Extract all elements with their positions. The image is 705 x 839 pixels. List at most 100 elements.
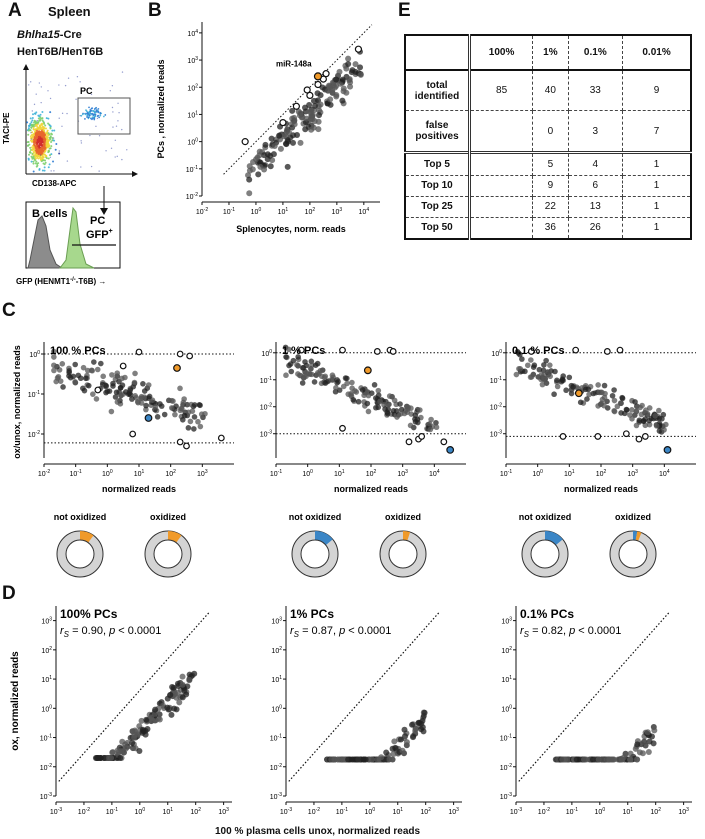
data-point <box>250 158 257 165</box>
data-point <box>60 384 66 390</box>
facs-event <box>35 93 37 95</box>
highlight-blue-point <box>663 446 672 454</box>
donut-oxidized-orange-slice <box>403 531 411 541</box>
pc-event <box>94 110 96 113</box>
data-point <box>603 756 610 763</box>
x-tick-label: 103 <box>218 807 229 816</box>
x-tick-label: 10-2 <box>78 807 90 816</box>
y-tick-label: 10-1 <box>28 390 40 399</box>
data-point <box>397 736 404 743</box>
y-tick-label: 10-3 <box>260 430 272 439</box>
pc-event <box>98 116 101 119</box>
facs-event <box>38 156 41 159</box>
y-tick-label: 10-2 <box>270 763 282 772</box>
facs-event <box>28 125 31 128</box>
data-point <box>136 723 143 730</box>
facs-event <box>30 160 33 163</box>
data-point <box>371 382 378 388</box>
open-data-point <box>322 70 330 78</box>
data-point <box>131 734 138 741</box>
data-point <box>291 117 298 124</box>
data-point <box>383 749 390 756</box>
data-point <box>322 380 329 386</box>
data-point <box>51 367 57 374</box>
donut-not-oxidized-hole <box>65 539 95 569</box>
data-point <box>185 409 192 416</box>
y-tick-label: 10-1 <box>490 376 502 385</box>
data-point <box>586 391 592 398</box>
gfp-text: GFP <box>86 229 109 241</box>
facs-event <box>50 133 53 136</box>
facs-dot-plot: PC TACI-PE CD138-APC <box>2 64 138 188</box>
data-point <box>283 372 289 379</box>
pc-event <box>81 113 84 116</box>
diagonal-line <box>288 611 441 782</box>
gfp-histogram: B cells PC GFP+ GFP (HENMT1-/--T6B) → <box>16 201 121 286</box>
table-cell: 33 <box>567 69 624 112</box>
y-tick-label: 102 <box>501 646 512 655</box>
facs-event <box>40 156 43 159</box>
facs-event <box>112 111 114 113</box>
panel-d-scatter-100: 10-3 10-2 10-1 100 101 102 103 10-3 10-2 10-1 100 1… <box>10 606 232 816</box>
pc-gate[interactable] <box>77 97 131 135</box>
facs-event <box>53 170 55 172</box>
data-point <box>345 55 352 62</box>
facs-event <box>48 163 51 166</box>
data-point <box>114 370 121 376</box>
facs-event <box>67 77 70 79</box>
data-point <box>168 405 175 411</box>
data-point <box>85 382 92 389</box>
y-tick-label: 10-1 <box>40 734 52 743</box>
table-cell: 6 <box>567 174 624 197</box>
panel-b-scatter: 10-2 10-1 100 101 102 103 104 10-2 10-1 100 101 102… <box>156 22 380 234</box>
facs-event <box>32 141 35 144</box>
facs-event <box>64 84 67 87</box>
data-point <box>191 414 198 420</box>
x-axis-label: normalized reads <box>334 484 408 494</box>
data-point <box>296 112 303 119</box>
pc-event <box>91 118 93 121</box>
facs-event <box>39 147 42 150</box>
facs-event <box>51 139 54 142</box>
x-axis-label: normalized reads <box>102 484 176 494</box>
data-point <box>401 726 408 733</box>
table-row-label: Top 50 <box>404 216 471 240</box>
facs-event <box>38 82 41 84</box>
facs-event <box>43 144 46 147</box>
panel-d-scatter-1: 10-3 10-2 10-1 100 101 102 103 10-3 10-2 10-1 100 1… <box>270 606 462 816</box>
data-point <box>179 405 185 412</box>
data-point <box>394 414 400 420</box>
facs-event <box>58 150 61 152</box>
facs-event <box>98 135 101 137</box>
facs-event <box>121 128 123 131</box>
open-data-point <box>306 91 314 100</box>
data-point <box>349 379 355 386</box>
data-point <box>312 102 319 109</box>
open-data-point <box>603 348 611 355</box>
table-cell <box>468 110 534 154</box>
x-tick-label: 10-1 <box>70 469 82 478</box>
data-point <box>142 731 149 738</box>
data-point <box>186 676 193 683</box>
donut-label-not-oxidized: not oxidized <box>519 512 572 522</box>
table-col-header: 0.1% <box>567 34 624 71</box>
table-cell: 26 <box>567 216 624 240</box>
donut-label-oxidized: oxidized <box>615 512 651 522</box>
open-data-point <box>635 435 643 443</box>
table-row-label: Top 10 <box>404 174 471 197</box>
data-point <box>299 380 306 386</box>
data-point <box>554 383 561 390</box>
donut-oxidized-hole <box>388 539 418 569</box>
mir-148a-point <box>313 72 323 81</box>
data-point <box>314 360 321 367</box>
open-data-point <box>241 138 249 146</box>
data-point <box>391 397 398 404</box>
x-tick-label: 104 <box>429 469 440 478</box>
facs-event <box>31 119 34 122</box>
open-data-point <box>279 118 287 127</box>
facs-event <box>121 158 123 161</box>
panel-letter-e: E <box>398 0 411 21</box>
data-point <box>70 373 77 380</box>
facs-event <box>30 146 33 149</box>
pc-event <box>85 110 88 113</box>
